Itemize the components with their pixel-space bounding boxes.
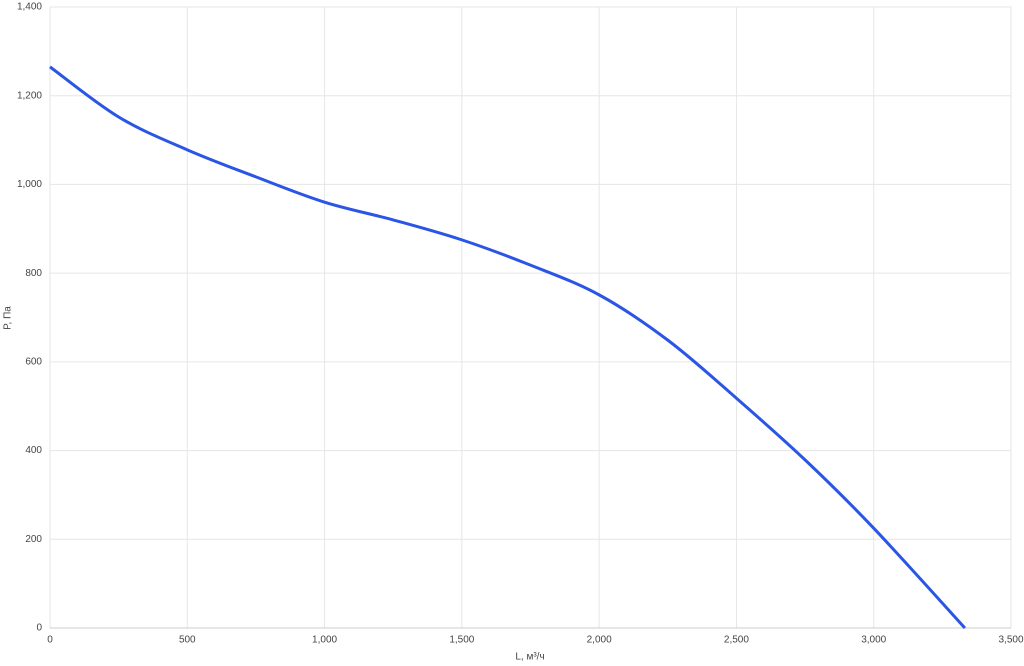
y-tick-label: 200	[25, 534, 42, 545]
y-axis-title: P, Па	[3, 306, 14, 330]
x-tick-label: 3,500	[998, 635, 1023, 646]
y-tick-label: 1,000	[17, 179, 42, 190]
x-tick-label: 1,000	[312, 635, 337, 646]
x-tick-label: 1,500	[449, 635, 474, 646]
x-tick-label: 500	[179, 635, 196, 646]
x-tick-label: 2,500	[724, 635, 749, 646]
y-tick-label: 1,400	[17, 2, 42, 13]
y-tick-label: 600	[25, 356, 42, 367]
y-tick-label: 1,200	[17, 90, 42, 101]
x-tick-label: 0	[47, 635, 53, 646]
y-tick-label: 800	[25, 268, 42, 279]
x-tick-label: 2,000	[587, 635, 612, 646]
y-tick-label: 0	[36, 623, 42, 634]
x-axis-title: L, м³/ч	[515, 652, 544, 663]
y-tick-label: 400	[25, 445, 42, 456]
x-tick-label: 3,000	[861, 635, 886, 646]
data-line	[49, 65, 966, 630]
